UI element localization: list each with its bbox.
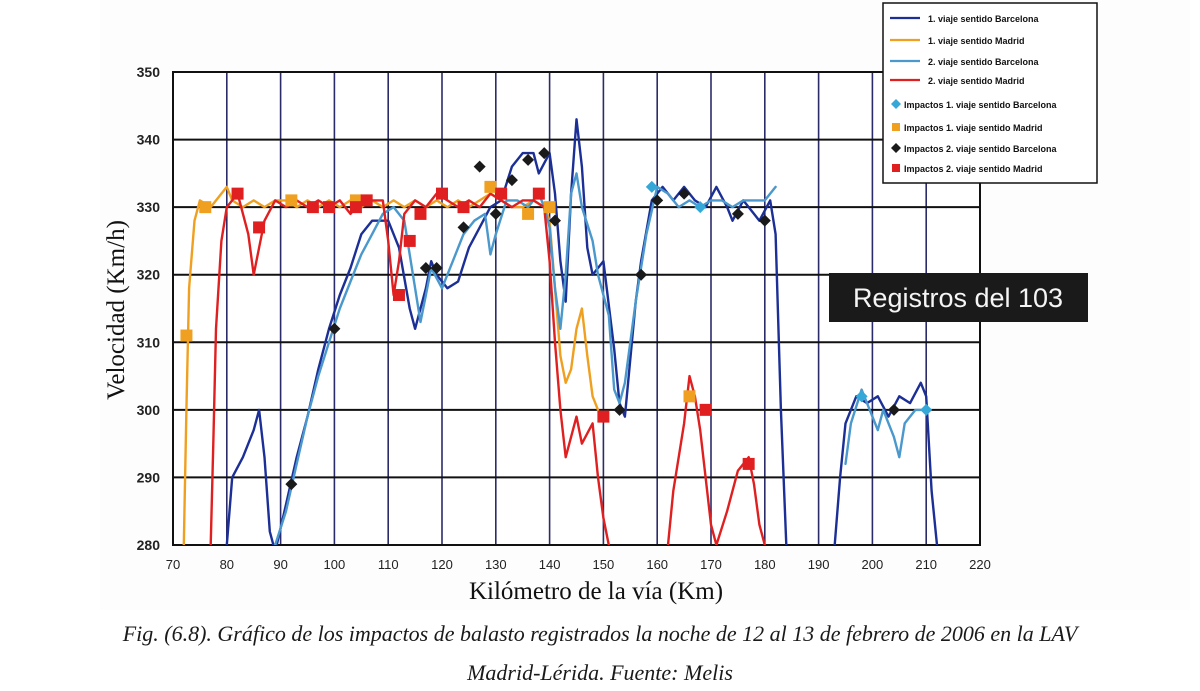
legend-swatch: [892, 164, 900, 172]
impact-marker-3: [731, 207, 744, 220]
x-tick-label: 100: [324, 557, 346, 572]
impact-marker-4: [495, 187, 508, 200]
impact-marker-3: [505, 174, 518, 187]
impact-marker-4: [699, 403, 712, 416]
impact-marker-4: [349, 201, 362, 214]
y-tick-label: 290: [137, 469, 161, 485]
impact-marker-2: [285, 194, 298, 207]
x-tick-label: 140: [539, 557, 561, 572]
impact-marker-4: [414, 207, 427, 220]
series-line-6: [844, 388, 928, 466]
y-tick-label: 330: [137, 199, 161, 215]
impact-marker-3: [522, 153, 535, 166]
impact-marker-4: [253, 221, 266, 234]
annotation-label: Registros del 103: [853, 283, 1063, 313]
x-tick-label: 220: [969, 557, 991, 572]
impact-marker-4: [360, 194, 373, 207]
caption-line-1: Fig. (6.8). Gráfico de los impactos de b…: [122, 621, 1078, 646]
impact-marker-4: [392, 288, 405, 301]
impact-marker-3: [613, 403, 626, 416]
x-tick-label: 210: [915, 557, 937, 572]
impact-marker-4: [457, 201, 470, 214]
y-tick-label: 300: [137, 402, 161, 418]
impact-marker-3: [538, 147, 551, 160]
x-tick-label: 90: [273, 557, 287, 572]
x-tick-label: 120: [431, 557, 453, 572]
legend-box: [882, 2, 1098, 184]
impact-marker-4: [597, 410, 610, 423]
impact-marker-3: [457, 221, 470, 234]
impact-marker-3: [887, 403, 900, 416]
chart: 70 80 90 100 110 120 130 140 150 160 170 180 190 200 2…: [103, 2, 1098, 605]
x-tick-label: 70: [166, 557, 180, 572]
x-tick-label: 180: [754, 557, 776, 572]
impact-marker-4: [323, 201, 336, 214]
x-tick-label: 190: [808, 557, 830, 572]
x-tick-label: 150: [593, 557, 615, 572]
legend-item-label: Impactos 2. viaje sentido Barcelona: [904, 144, 1058, 154]
x-tick-label: 200: [862, 557, 884, 572]
legend-item-label: Impactos 2. viaje sentido Madrid: [904, 164, 1043, 174]
impact-marker-2: [522, 207, 535, 220]
caption-line-2: Madrid-Lérida. Fuente: Melis: [467, 660, 733, 685]
x-tick-label: 160: [646, 557, 668, 572]
x-axis-title: Kilómetro de la vía (Km): [469, 578, 723, 605]
impact-marker-2: [484, 180, 497, 193]
impact-marker-4: [742, 457, 755, 470]
legend-item-label: 1. viaje sentido Barcelona: [928, 14, 1040, 24]
legend-item-label: 2. viaje sentido Barcelona: [928, 57, 1040, 67]
impact-marker-3: [548, 214, 561, 227]
legend-swatch: [891, 143, 901, 153]
x-tick-label: 110: [378, 557, 399, 572]
x-tick-label: 80: [220, 557, 234, 572]
impact-marker-3: [678, 187, 691, 200]
impact-marker-4: [403, 234, 416, 247]
impact-marker-3: [419, 261, 432, 274]
impact-marker-4: [231, 187, 244, 200]
legend-item-label: Impactos 1. viaje sentido Madrid: [904, 123, 1043, 133]
y-tick-label: 310: [137, 334, 161, 350]
legend-item-label: Impactos 1. viaje sentido Barcelona: [904, 100, 1058, 110]
series-line-5: [833, 381, 939, 545]
impact-marker-2: [180, 329, 193, 342]
impact-marker-1: [920, 403, 933, 416]
impact-marker-1: [694, 201, 707, 214]
x-tick-label: 170: [700, 557, 722, 572]
impact-marker-4: [436, 187, 448, 200]
impact-marker-1: [645, 180, 658, 193]
series-line-7: [666, 374, 766, 545]
impact-marker-3: [758, 214, 771, 227]
x-tick-label: 130: [485, 557, 507, 572]
impact-marker-1: [855, 390, 868, 403]
impact-marker-3: [328, 322, 341, 335]
impact-marker-2: [683, 390, 696, 403]
y-tick-label: 340: [137, 132, 161, 148]
legend-item-label: 2. viaje sentido Madrid: [928, 76, 1025, 86]
series-line-3: [274, 172, 777, 545]
y-tick-label: 280: [137, 537, 161, 553]
impact-marker-2: [543, 201, 556, 214]
impact-marker-2: [199, 201, 212, 214]
legend-swatch: [891, 99, 901, 109]
impact-marker-4: [306, 201, 319, 214]
impact-marker-3: [651, 194, 664, 207]
y-axis-title: Velocidad (Km/h): [103, 220, 130, 400]
impact-marker-3: [285, 478, 298, 491]
impact-marker-3: [430, 261, 443, 274]
y-tick-label: 350: [137, 64, 161, 80]
y-tick-label: 320: [137, 267, 161, 283]
annotation-box: [829, 273, 1088, 322]
legend-item-label: 1. viaje sentido Madrid: [928, 36, 1025, 46]
impact-marker-3: [489, 207, 502, 220]
legend-swatch: [892, 123, 900, 131]
series-line-4: [209, 192, 610, 545]
impact-marker-4: [532, 187, 545, 200]
impact-marker-3: [635, 268, 648, 281]
impact-marker-3: [473, 160, 486, 173]
